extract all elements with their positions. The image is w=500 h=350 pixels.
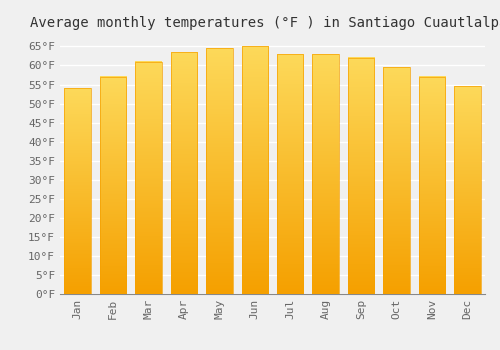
Bar [206,48,233,294]
Bar [454,86,480,294]
Bar [383,67,409,294]
Title: Average monthly temperatures (°F ) in Santiago Cuautlalpan: Average monthly temperatures (°F ) in Sa… [30,16,500,30]
Bar [64,88,91,294]
Bar [348,58,374,294]
Bar [242,47,268,294]
Bar [100,77,126,294]
Bar [170,52,197,294]
Bar [136,62,162,294]
Bar [277,54,303,294]
Bar [312,54,339,294]
Bar [418,77,445,294]
